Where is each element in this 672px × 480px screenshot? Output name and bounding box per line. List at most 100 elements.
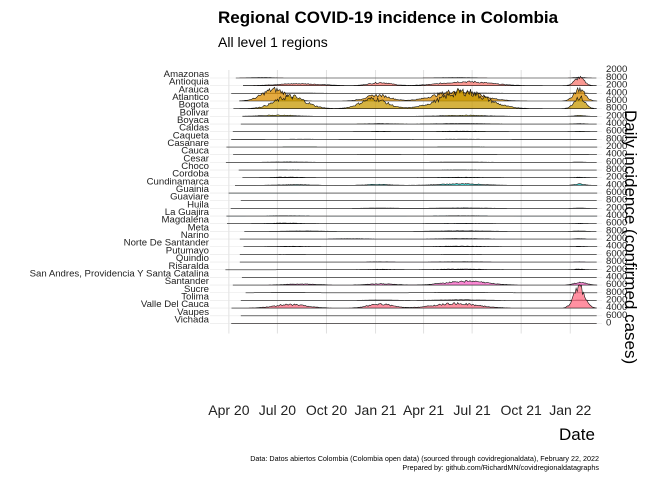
region-label: Choco <box>181 161 209 172</box>
y-tick-label: 2000 <box>606 172 627 183</box>
y-tick-labels: 8000200040006000800020004000600080002000… <box>606 64 627 328</box>
y-tick-label: 4000 <box>606 87 627 98</box>
ridge-bolivar <box>242 114 598 117</box>
region-label: Arauca <box>179 84 210 95</box>
chart-subtitle: All level 1 regions <box>218 34 328 50</box>
y-tick-label: 8000 <box>606 225 627 236</box>
y-tick-label: 8000 <box>606 103 627 114</box>
ridge-narino <box>239 238 597 240</box>
region-label: Risaralda <box>168 261 209 272</box>
region-label: Atlantico <box>172 92 209 103</box>
region-label: Quindio <box>176 253 209 264</box>
region-label: Caldas <box>179 123 209 134</box>
region-label: San Andres, Providencia Y Santa Catalina <box>30 268 210 279</box>
y-tick-label: 4000 <box>606 179 627 190</box>
region-label: Boyaca <box>177 115 210 126</box>
ridge-santander <box>232 280 598 286</box>
y-tick-label: 4000 <box>606 241 627 252</box>
ridge-risaralda <box>225 268 598 271</box>
ridge-cesar <box>225 161 597 163</box>
region-label: Huila <box>187 199 210 210</box>
y-tick-label: 8000 <box>606 133 627 144</box>
region-label: Cundinamarca <box>147 176 210 187</box>
y-axis-label: Daily incidence (confirmed cases) <box>621 110 640 365</box>
region-label: Bogota <box>179 100 210 111</box>
ridge-norte-de-santander <box>243 245 598 248</box>
ridge-valle-del-cauca <box>231 284 597 309</box>
ridge-cordoba <box>242 176 598 179</box>
x-tick-label: Oct 21 <box>501 402 542 418</box>
caption-source: Data: Datos abiertos Colombia (Colombia … <box>250 454 599 463</box>
y-tick-label: 2000 <box>606 64 627 75</box>
x-tick-label: Apr 21 <box>403 402 444 418</box>
y-tick-label: 8000 <box>606 195 627 206</box>
region-label: Vichada <box>175 314 210 325</box>
y-tick-label: 6000 <box>606 156 627 167</box>
region-label: Casanare <box>167 138 209 149</box>
x-tick-label: Apr 20 <box>208 402 249 418</box>
x-tick-label: Jan 22 <box>549 402 591 418</box>
grid-layer <box>210 70 602 334</box>
region-label: Antioquia <box>169 77 210 88</box>
ridge-layer <box>225 75 598 324</box>
y-tick-label: 4000 <box>606 118 627 129</box>
caption-prepared-by: Prepared by: github.com/RichardMN/covidr… <box>402 463 599 472</box>
region-label: Valle Del Cauca <box>141 299 210 310</box>
ridge-magdalena <box>227 222 597 225</box>
y-tick-label: 2000 <box>606 80 627 91</box>
y-tick-label: 8000 <box>606 164 627 175</box>
y-tick-label: 6000 <box>606 310 627 321</box>
region-label: Cauca <box>181 146 209 157</box>
x-tick-label: Jul 21 <box>453 402 491 418</box>
y-tick-label: 6000 <box>606 279 627 290</box>
y-tick-label: 4000 <box>606 271 627 282</box>
region-label: Cesar <box>183 153 209 164</box>
y-tick-label: 6000 <box>606 248 627 259</box>
y-tick-label: 2000 <box>606 264 627 275</box>
region-label: Magdalena <box>162 215 210 226</box>
x-axis-label: Date <box>559 425 595 444</box>
ridge-cundinamarca <box>235 183 598 186</box>
y-tick-label: 4000 <box>606 149 627 160</box>
chart-caption: Data: Datos abiertos Colombia (Colombia … <box>250 454 599 472</box>
region-label: Amazonas <box>164 69 210 80</box>
region-label: Vaupes <box>177 307 209 318</box>
region-labels: AmazonasAntioquiaAraucaAtlanticoBogotaBo… <box>30 69 210 325</box>
chart-title: Regional COVID-19 incidence in Colombia <box>218 8 559 27</box>
y-tick-label: 8000 <box>606 72 627 83</box>
y-tick-label: 0 <box>606 317 611 328</box>
y-tick-label: 6000 <box>606 218 627 229</box>
ridge-huila <box>230 207 598 209</box>
region-label: Santander <box>165 276 210 287</box>
region-label: Tolima <box>181 291 209 302</box>
ridge-antioquia <box>243 75 597 87</box>
region-label: Guainia <box>176 184 210 195</box>
y-tick-label: 6000 <box>606 126 627 137</box>
region-label: Cordoba <box>172 169 209 180</box>
region-label: Meta <box>188 222 210 233</box>
y-tick-label: 6000 <box>606 187 627 198</box>
region-label: Sucre <box>184 284 209 295</box>
y-tick-label: 6000 <box>606 95 627 106</box>
x-tick-label: Jul 20 <box>259 402 297 418</box>
region-label: Putumayo <box>166 245 209 256</box>
y-tick-label: 2000 <box>606 110 627 121</box>
ridge-arauca <box>231 92 597 94</box>
region-label: Caqueta <box>173 130 210 141</box>
region-label: Bolivar <box>180 107 210 118</box>
y-tick-label: 4000 <box>606 302 627 313</box>
y-tick-label: 8000 <box>606 287 627 298</box>
x-tick-labels: Apr 20 Jul 20 Oct 20 Jan 21 Apr 21 Jul 21 Oct … <box>208 402 591 418</box>
y-tick-label: 8000 <box>606 256 627 267</box>
region-label: Narino <box>181 230 209 241</box>
y-tick-label: 2000 <box>606 202 627 213</box>
y-tick-label: 2000 <box>606 141 627 152</box>
region-label: La Guajira <box>165 207 210 218</box>
y-tick-label: 2000 <box>606 233 627 244</box>
ridge-meta <box>244 230 597 232</box>
region-label: Guaviare <box>170 192 209 203</box>
y-tick-label: 2000 <box>606 294 627 305</box>
ridge-amazonas <box>235 77 597 79</box>
ridge-bogota <box>233 87 597 109</box>
